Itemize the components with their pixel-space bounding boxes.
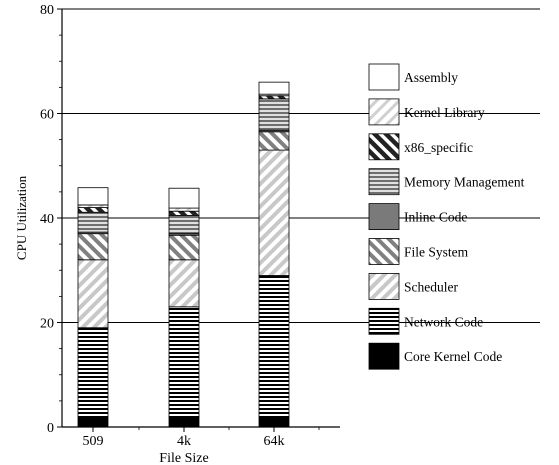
bar-segment-x86-specific (77, 207, 109, 213)
bar-segment-file-system (77, 233, 109, 261)
bar-segment-kernel-library (168, 207, 200, 212)
legend-label-memory-management: Memory Management (404, 175, 525, 190)
legend-swatch-assembly (368, 63, 400, 91)
y-tick-label: 60 (40, 108, 54, 123)
legend-swatch-inline-code (368, 203, 400, 231)
x-tick-label: 64k (264, 434, 285, 449)
y-tick-label: 20 (40, 317, 54, 332)
legend-swatch-memory-management (368, 168, 400, 196)
bar-segment-core-kernel-code (77, 416, 109, 428)
legend-label-x86-specific: x86_specific (404, 140, 473, 155)
y-tick-label: 80 (40, 3, 54, 18)
bar-segment-core-kernel-code (168, 416, 200, 428)
y-tick-label: 40 (40, 212, 54, 227)
bar-segment-assembly (77, 187, 109, 206)
legend-swatch-core-kernel-code (368, 342, 400, 370)
legend-label-assembly: Assembly (404, 70, 458, 85)
legend-label-kernel-library: Kernel Library (404, 105, 485, 120)
bar-segment-network-code (258, 275, 290, 417)
bar-segment-assembly (168, 187, 200, 209)
legend-label-file-system: File System (404, 245, 469, 260)
grid-lines (62, 8, 540, 323)
x-axis-label: File Size (159, 451, 208, 465)
bar-segment-network-code (168, 306, 200, 417)
bars (77, 81, 290, 428)
bar-segment-assembly (258, 81, 290, 95)
bar-segment-memory-management (77, 211, 109, 233)
legend-swatch-kernel-library (368, 98, 400, 126)
bar-segment-scheduler (258, 149, 290, 276)
bar-segment-core-kernel-code (258, 416, 290, 428)
bar-segment-file-system (258, 131, 290, 151)
legend-swatch-file-system (368, 238, 400, 265)
legend-label-core-kernel-code: Core Kernel Code (404, 349, 502, 364)
x-tick-label: 509 (83, 434, 104, 449)
legend-label-scheduler: Scheduler (404, 279, 458, 294)
bar-segment-scheduler (77, 259, 109, 329)
bar-segment-network-code (77, 327, 109, 417)
bar-segment-memory-management (168, 214, 200, 235)
legend-swatch-network-code (368, 307, 400, 335)
x-tick-label: 4k (177, 434, 191, 449)
legend: Assembly Kernel Library x86_specific Memory… (368, 63, 525, 370)
legend-label-inline-code: Inline Code (404, 210, 467, 225)
legend-swatch-scheduler (368, 272, 400, 300)
y-axis-label: CPU Utilization (14, 175, 29, 260)
bar-segment-scheduler (168, 259, 200, 308)
legend-label-network-code: Network Code (404, 314, 483, 329)
y-tick-label: 0 (47, 421, 54, 436)
bar-segment-x86-specific (168, 210, 200, 216)
bar-segment-x86-specific (258, 95, 290, 100)
bar-segment-memory-management (258, 98, 290, 131)
tick-labels: 0 20 40 60 80 509 4k 64k (40, 3, 320, 449)
legend-swatch-x86-specific (368, 133, 400, 161)
bar-segment-file-system (168, 234, 200, 261)
